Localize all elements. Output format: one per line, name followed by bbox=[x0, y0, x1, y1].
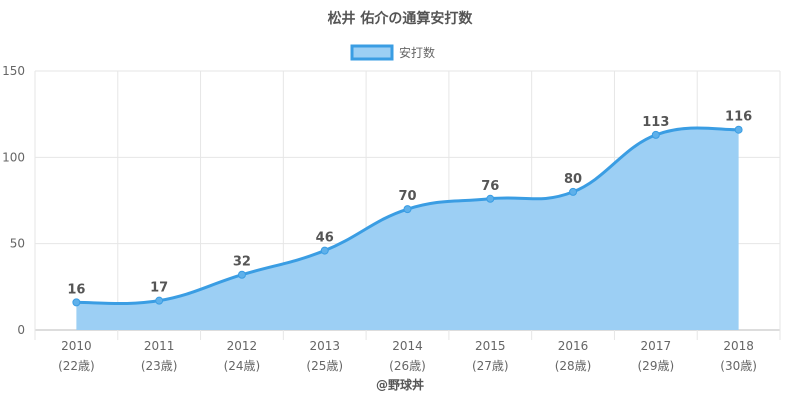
x-tick-sublabel: (27歳) bbox=[472, 359, 509, 373]
axis-layer: 0 50 100 150 2010 (22歳) 2011 (23歳) 2012 (24歳) 2013… bbox=[2, 64, 757, 373]
data-label: 113 bbox=[642, 115, 669, 130]
data-label: 76 bbox=[481, 179, 499, 194]
x-tick-sublabel: (30歳) bbox=[720, 359, 757, 373]
y-tick-label: 50 bbox=[10, 237, 25, 251]
x-tick-sublabel: (29歳) bbox=[638, 359, 675, 373]
data-point bbox=[237, 270, 246, 279]
y-tick-label: 0 bbox=[17, 323, 25, 337]
data-label: 16 bbox=[67, 282, 85, 297]
chart-title: 松井 佑介の通算安打数 bbox=[328, 10, 474, 27]
area-layer bbox=[76, 126, 739, 330]
x-tick-label: 2015 bbox=[475, 339, 506, 353]
x-tick-label: 2014 bbox=[392, 339, 423, 353]
x-tick-sublabel: (24歳) bbox=[224, 359, 261, 373]
data-point bbox=[569, 187, 578, 196]
data-point bbox=[486, 194, 495, 203]
data-point bbox=[72, 298, 81, 307]
legend-label: 安打数 bbox=[399, 45, 435, 60]
data-label: 70 bbox=[398, 189, 416, 204]
x-tick-label: 2011 bbox=[144, 339, 175, 353]
x-tick-label: 2012 bbox=[227, 339, 258, 353]
y-tick-label: 100 bbox=[2, 150, 25, 164]
x-tick-label: 2013 bbox=[309, 339, 340, 353]
data-label: 80 bbox=[564, 172, 582, 187]
data-label: 17 bbox=[150, 281, 168, 296]
data-point bbox=[320, 246, 329, 255]
y-tick-label: 150 bbox=[2, 64, 25, 78]
legend: 安打数 bbox=[350, 44, 435, 61]
data-label: 46 bbox=[316, 231, 334, 246]
data-point bbox=[651, 130, 660, 139]
x-tick-sublabel: (22歳) bbox=[58, 359, 95, 373]
credit-text: @野球丼 bbox=[376, 377, 424, 392]
x-tick-label: 2018 bbox=[723, 339, 754, 353]
legend-swatch bbox=[350, 44, 394, 61]
series-area-fill bbox=[76, 127, 739, 330]
x-tick-sublabel: (25歳) bbox=[306, 359, 343, 373]
data-label: 116 bbox=[725, 110, 752, 125]
x-tick-label: 2010 bbox=[61, 339, 92, 353]
x-tick-sublabel: (23歳) bbox=[141, 359, 178, 373]
labels-layer: 16 17 32 46 70 76 80 113 116 bbox=[67, 110, 752, 298]
data-label: 32 bbox=[233, 255, 251, 270]
x-tick-label: 2016 bbox=[558, 339, 589, 353]
data-point bbox=[734, 125, 743, 134]
data-point bbox=[155, 296, 164, 305]
x-tick-label: 2017 bbox=[641, 339, 672, 353]
data-point bbox=[403, 205, 412, 214]
x-tick-sublabel: (28歳) bbox=[555, 359, 592, 373]
points-layer bbox=[72, 125, 743, 307]
x-tick-sublabel: (26歳) bbox=[389, 359, 426, 373]
